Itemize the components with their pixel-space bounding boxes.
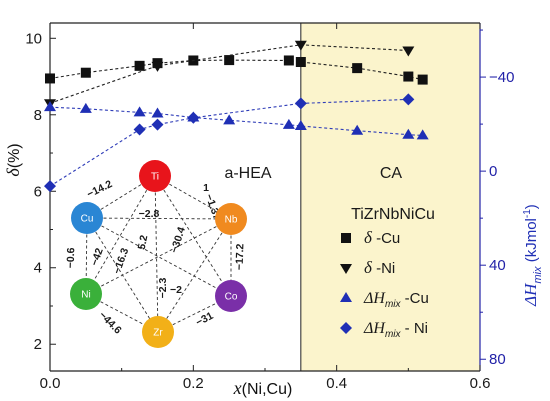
- graph-edge-label: −44.6: [96, 309, 123, 336]
- graph-edge: [157, 218, 232, 333]
- graph-edge-label: −42: [88, 246, 105, 267]
- x-tick-label: 0.6: [470, 375, 491, 392]
- data-point: [402, 93, 415, 106]
- graph-edge: [154, 175, 232, 297]
- legend-marker: [340, 264, 352, 274]
- legend-marker: [341, 233, 351, 243]
- series-trend-line: [49, 98, 409, 187]
- graph-edge: [154, 175, 159, 333]
- data-point: [80, 67, 91, 78]
- data-point: [351, 124, 364, 135]
- y2-tick-label: −40: [489, 69, 514, 86]
- data-point: [282, 118, 295, 129]
- region-label-ca: CA: [380, 165, 403, 182]
- y-tick-label: 6: [34, 183, 42, 200]
- element-node: [71, 202, 103, 234]
- element-node-label: Nb: [225, 215, 238, 226]
- element-node-label: Cu: [81, 214, 94, 225]
- element-node-label: Co: [225, 292, 238, 303]
- data-point: [294, 40, 307, 51]
- legend-label: δ -Ni: [364, 258, 395, 277]
- x-tick-label: 0.4: [326, 375, 347, 392]
- data-point: [133, 123, 146, 136]
- element-node: [142, 316, 174, 348]
- graph-edge-label: −2.3: [157, 277, 169, 298]
- data-point: [151, 118, 164, 131]
- element-node: [215, 280, 247, 312]
- graph-edge-label: −31: [194, 310, 216, 329]
- element-node: [215, 203, 247, 235]
- legend-label: ΔHmix - Ni: [363, 320, 428, 340]
- legend-marker: [340, 322, 352, 334]
- data-point: [283, 55, 294, 66]
- element-node-label: Zr: [153, 328, 163, 339]
- graph-edge-label: −30.4: [168, 225, 188, 254]
- series-trend-line: [49, 106, 423, 136]
- data-point: [44, 101, 56, 112]
- series-trend-line: [49, 44, 409, 104]
- alloy-label: TiZrNbNiCu: [351, 206, 435, 223]
- data-point: [133, 106, 146, 117]
- legend-label: δ -Cu: [364, 228, 400, 247]
- element-node: [139, 160, 171, 192]
- data-point: [134, 60, 145, 71]
- y2-tick-label: 80: [489, 351, 506, 368]
- element-node-label: Ti: [151, 172, 159, 183]
- y2-axis-label: ΔHmix (kJmol-1): [521, 204, 544, 307]
- data-point: [223, 114, 236, 125]
- element-node: [70, 278, 102, 310]
- region-label-a-hea: a-HEA: [224, 165, 271, 182]
- data-point: [224, 55, 235, 66]
- graph-edge: [86, 217, 232, 220]
- series-trend-line: [49, 59, 423, 81]
- x-tick-label: 0.2: [183, 375, 204, 392]
- data-point: [295, 57, 306, 68]
- y-tick-label: 10: [25, 30, 42, 47]
- data-point: [151, 61, 164, 72]
- legend-marker: [340, 292, 352, 302]
- data-point: [294, 97, 307, 110]
- y-tick-label: 2: [34, 336, 42, 353]
- y-tick-label: 8: [34, 107, 42, 124]
- graph-edge: [85, 175, 156, 295]
- data-point: [151, 107, 164, 118]
- graph-edge-label: 1: [203, 182, 209, 194]
- graph-edge-label: 5.2: [136, 234, 151, 251]
- y2-tick-label: 0: [489, 163, 497, 180]
- element-node-label: Ni: [81, 290, 90, 301]
- data-point: [45, 73, 55, 84]
- graph-edge-label: −2: [170, 284, 182, 296]
- graph-edge-label: −2.8: [139, 208, 160, 220]
- y2-tick-label: 40: [489, 257, 506, 274]
- data-point: [79, 102, 92, 113]
- data-point: [417, 74, 428, 85]
- data-point: [416, 129, 429, 140]
- data-point: [403, 71, 414, 82]
- ca-region: [300, 23, 480, 371]
- graph-edge-label: −14.2: [85, 178, 114, 201]
- data-point: [352, 63, 363, 74]
- graph-edge-label: −0.6: [65, 247, 78, 268]
- x-axis-label: x(Ni,Cu): [233, 378, 293, 398]
- data-point: [294, 119, 307, 130]
- y-axis-label: δ(%): [3, 143, 23, 176]
- graph-edge-label: −16.3: [111, 246, 131, 275]
- y-tick-label: 4: [34, 260, 42, 277]
- x-tick-label: 0.0: [40, 375, 61, 392]
- data-point: [44, 180, 56, 193]
- legend-label: ΔHmix -Cu: [363, 290, 429, 310]
- graph-edge-label: −17.2: [234, 243, 247, 270]
- data-point: [402, 46, 415, 57]
- data-point: [402, 128, 415, 139]
- data-point: [187, 111, 200, 124]
